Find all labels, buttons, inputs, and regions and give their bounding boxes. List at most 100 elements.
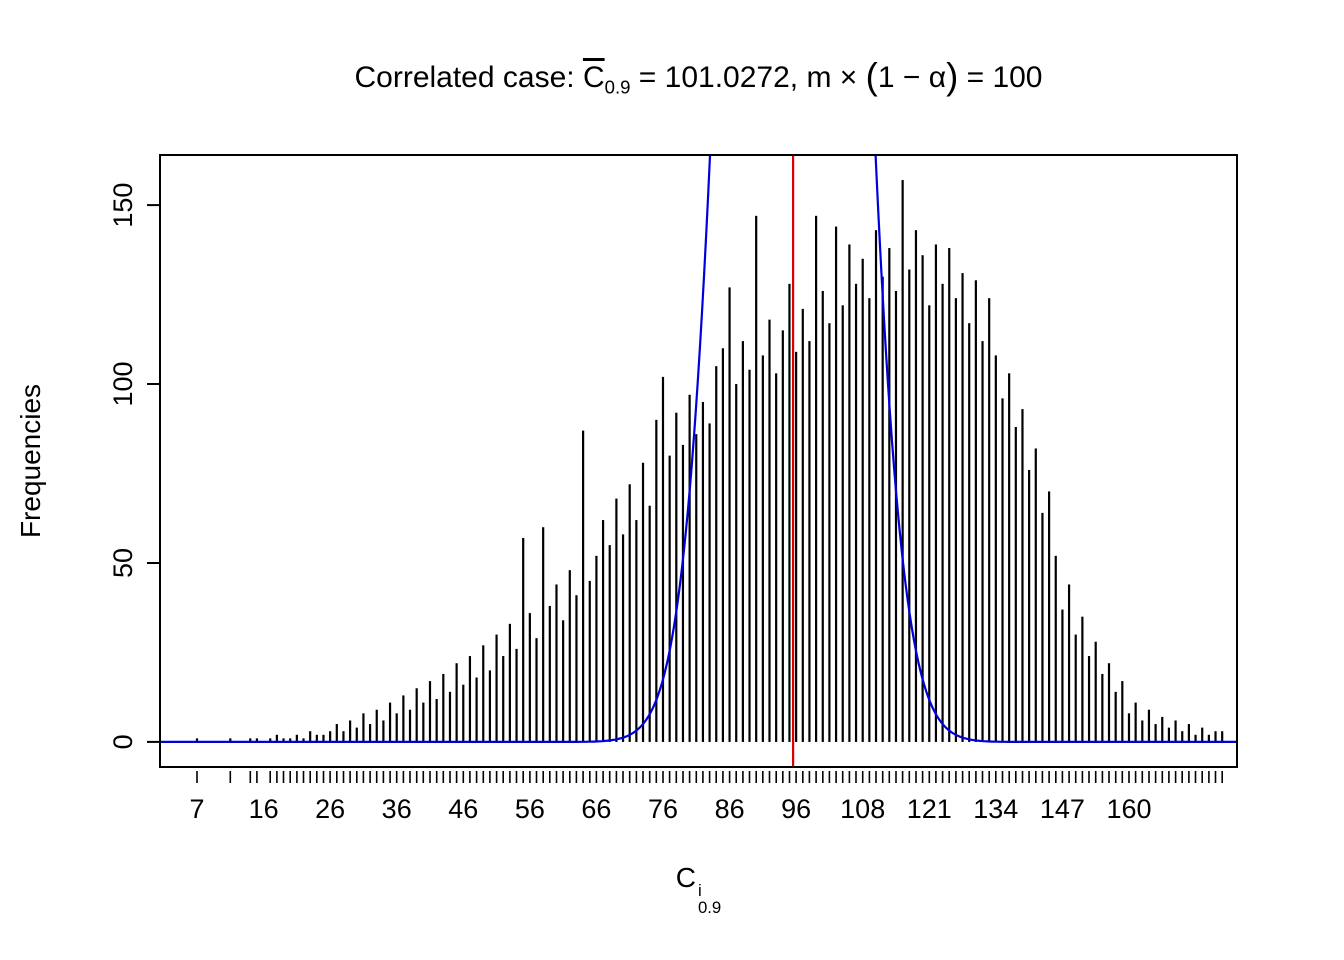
histogram-bar [808, 341, 811, 742]
histogram-bar [329, 731, 332, 742]
histogram-bar [908, 269, 911, 742]
histogram-bar [1201, 727, 1204, 742]
x-tick-label: 134 [973, 794, 1018, 824]
histogram-bar [269, 738, 272, 742]
histogram-bar [368, 724, 372, 742]
histogram-bar [1001, 398, 1004, 742]
y-axis-label: Frequencies [15, 383, 46, 539]
histogram-bar [641, 462, 645, 742]
histogram-bar [635, 520, 638, 742]
histogram-bar [721, 348, 724, 742]
histogram-bar [621, 534, 625, 742]
histogram-bar [295, 734, 298, 742]
histogram-bar [668, 455, 671, 742]
histogram-bar [528, 613, 531, 742]
x-tick-label: 147 [1040, 794, 1085, 824]
histogram-bar [901, 180, 904, 742]
histogram-bar [795, 351, 798, 742]
y-tick-label: 150 [108, 183, 138, 228]
histogram-bar [655, 419, 658, 742]
histogram-bar [462, 684, 465, 742]
x-tick-label: 121 [907, 794, 952, 824]
histogram-bar [322, 734, 325, 742]
histogram-bar [255, 738, 259, 742]
histogram-bar [342, 731, 345, 742]
histogram-bar [408, 709, 412, 742]
x-label-symbol: C [675, 862, 696, 893]
histogram-bar [601, 520, 605, 742]
histogram-bar [229, 738, 232, 742]
histogram-bar [402, 695, 405, 742]
histogram-bar [834, 226, 838, 742]
x-label-scripts: i 0.9 [697, 882, 722, 917]
histogram-bar [948, 248, 951, 742]
histogram-bar [442, 673, 445, 742]
x-tick-label: 160 [1106, 794, 1151, 824]
histogram-bar [1107, 663, 1111, 742]
histogram-bar [735, 384, 738, 742]
title-paren-open: ( [865, 56, 878, 97]
histogram-bar [575, 595, 578, 742]
histogram-bar [715, 366, 718, 742]
histogram-bar [1087, 656, 1091, 742]
histogram-bar [448, 691, 452, 742]
x-tick-label: 76 [648, 794, 678, 824]
histogram-bar [355, 727, 358, 742]
histogram-bar [582, 430, 585, 742]
histogram-bar [335, 724, 338, 742]
histogram-bar [1054, 555, 1057, 742]
histogram-bar [1048, 491, 1051, 742]
histogram-bar [1034, 448, 1037, 742]
histogram-bar [548, 605, 551, 742]
histogram-bar [1094, 641, 1097, 742]
histogram-bar [275, 734, 278, 742]
histogram-bar [708, 423, 711, 742]
histogram-bar [1061, 609, 1064, 742]
histogram-bar [1147, 709, 1151, 742]
histogram-bar [801, 308, 804, 742]
histogram-bar [468, 656, 472, 742]
histogram-bar [495, 634, 498, 742]
histogram-bar [701, 401, 705, 742]
histogram-bar [921, 255, 924, 742]
histogram-bar [588, 580, 591, 742]
histogram-bar [874, 230, 878, 742]
histogram-bar [1014, 427, 1017, 742]
histogram-bar [848, 244, 851, 742]
histogram-bar [941, 283, 944, 742]
plot-frame [159, 154, 1238, 768]
histogram-bar [1021, 409, 1024, 742]
histogram-bar [488, 670, 492, 742]
title-prefix: Correlated case: [354, 60, 583, 94]
histogram-bar [522, 537, 525, 742]
histogram-bar [1121, 681, 1124, 742]
histogram-bar [974, 280, 977, 742]
histogram-bar [1221, 731, 1224, 742]
histogram-bar [1194, 734, 1197, 742]
histogram-bar [628, 484, 631, 742]
x-tick-label: 36 [382, 794, 412, 824]
histogram-bar [395, 713, 398, 742]
histogram-bar [788, 283, 791, 742]
histogram-bar [821, 290, 824, 742]
y-tick-label: 100 [108, 361, 138, 406]
histogram-bar [894, 290, 898, 742]
histogram-bar [1028, 469, 1031, 742]
histogram-bar [661, 376, 665, 742]
histogram-bar [648, 505, 651, 742]
histogram-bar [728, 287, 731, 742]
x-label-subscript: 0.9 [697, 897, 722, 917]
histogram-bar [555, 584, 558, 742]
histogram-bar [1101, 673, 1104, 742]
x-tick-label: 26 [315, 794, 345, 824]
histogram-bar [681, 444, 685, 742]
histogram-bar [428, 681, 432, 742]
histogram-bar [568, 570, 571, 742]
histogram-bar [562, 620, 565, 742]
histogram-bar [1141, 720, 1144, 742]
histogram-bar [1134, 702, 1137, 742]
histogram-bar [695, 434, 698, 742]
histogram-bar [881, 276, 884, 742]
x-tick-label: 16 [249, 794, 279, 824]
histogram-bar [1167, 727, 1171, 742]
